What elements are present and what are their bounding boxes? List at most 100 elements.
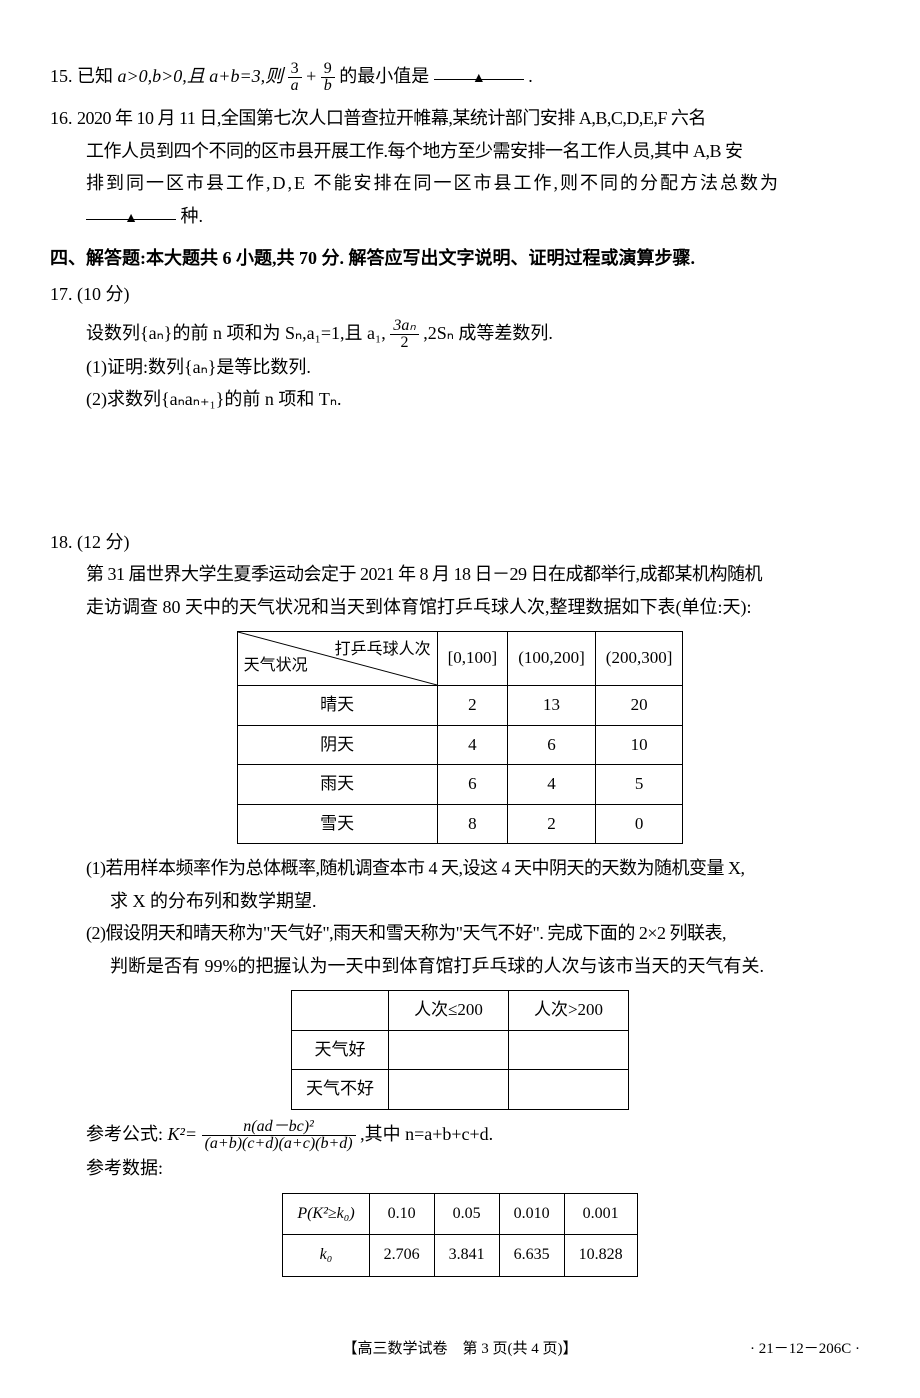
header-top: 打乒乓球人次 xyxy=(335,636,431,665)
cell: 4 xyxy=(437,725,508,765)
question-15: 15. 已知 a>0,b>0,且 a+b=3,则 3 a + 9 b 的最小值是… xyxy=(50,60,870,94)
cell: P(K²≥k₀) xyxy=(283,1193,369,1235)
cell xyxy=(389,1030,509,1070)
cell: k₀ xyxy=(283,1235,369,1277)
q18-part2-line2: 判断是否有 99%的把握认为一天中到体育馆打乒乓球的人次与该市当天的天气有关. xyxy=(50,950,870,982)
q18-table1: 打乒乓球人次 天气状况 [0,100] (100,200] (200,300] … xyxy=(237,631,684,844)
footer-right: · 21－12－206C · xyxy=(750,1336,860,1363)
cell: 0.05 xyxy=(434,1193,499,1235)
q15-frac2-den: b xyxy=(321,78,335,94)
q18-part1-line2: 求 X 的分布列和数学期望. xyxy=(50,885,870,917)
cell: 4 xyxy=(508,765,596,805)
cell: 5 xyxy=(595,765,683,805)
q15-blank: ▲ xyxy=(434,60,524,80)
question-17: 17. (10 分) 设数列{aₙ}的前 n 项和为 Sₙ,a₁=1,且 a₁,… xyxy=(50,278,870,416)
table-row: 雨天 6 4 5 xyxy=(237,765,683,805)
table-row: 人次≤200 人次>200 xyxy=(292,990,629,1030)
cell: 13 xyxy=(508,686,596,726)
table-row: P(K²≥k₀) 0.10 0.05 0.010 0.001 xyxy=(283,1193,637,1235)
q15-text-before: 已知 xyxy=(77,66,118,86)
col-header: (100,200] xyxy=(508,632,596,686)
q18-number: 18. xyxy=(50,532,73,552)
q18-ktable: P(K²≥k₀) 0.10 0.05 0.010 0.001 k₀ 2.706 … xyxy=(282,1193,637,1278)
q18-table2: 人次≤200 人次>200 天气好 天气不好 xyxy=(291,990,629,1110)
q15-frac1-den: a xyxy=(288,78,302,94)
row-label: 阴天 xyxy=(237,725,437,765)
formula-after: ,其中 n=a+b+c+d. xyxy=(360,1124,493,1144)
q17-frac-den: 2 xyxy=(390,335,418,351)
cell: 0.001 xyxy=(564,1193,637,1235)
cell xyxy=(292,990,389,1030)
q17-frac: 3aₙ 2 xyxy=(390,318,418,351)
table-row: 阴天 4 6 10 xyxy=(237,725,683,765)
formula-den: (a+b)(c+d)(a+c)(b+d) xyxy=(202,1136,356,1152)
cell: 0.010 xyxy=(499,1193,564,1235)
table-row: 雪天 8 2 0 xyxy=(237,804,683,844)
col-header: 人次≤200 xyxy=(389,990,509,1030)
cell: 6 xyxy=(437,765,508,805)
col-header: (200,300] xyxy=(595,632,683,686)
q15-frac1-num: 3 xyxy=(288,61,302,78)
triangle-icon: ▲ xyxy=(124,206,138,231)
q17-main-before: 设数列{aₙ}的前 n 项和为 Sₙ,a₁=1,且 a₁, xyxy=(86,323,386,343)
q15-frac1: 3 a xyxy=(288,61,302,94)
question-18: 18. (12 分) 第 31 届世界大学生夏季运动会定于 2021 年 8 月… xyxy=(50,526,870,1277)
q17-points: (10 分) xyxy=(77,284,130,304)
formula-frac: n(ad－bc)² (a+b)(c+d)(a+c)(b+d) xyxy=(202,1119,356,1152)
question-16: 16. 2020 年 10 月 11 日,全国第七次人口普查拉开帷幕,某统计部门… xyxy=(50,102,870,232)
row-label: 雨天 xyxy=(237,765,437,805)
formula-num: n(ad－bc)² xyxy=(202,1119,356,1136)
q17-part2: (2)求数列{aₙaₙ₊₁}的前 n 项和 Tₙ. xyxy=(50,383,870,415)
ref-data-label: 参考数据: xyxy=(50,1152,870,1184)
q17-main-after: ,2Sₙ 成等差数列. xyxy=(423,323,553,343)
q16-number: 16. xyxy=(50,108,73,128)
q15-text-after: 的最小值是 xyxy=(339,66,429,86)
cell: 20 xyxy=(595,686,683,726)
triangle-icon: ▲ xyxy=(472,66,486,91)
q16-line2: 工作人员到四个不同的区市县开展工作.每个地方至少需安排一名工作人员,其中 A,B… xyxy=(50,135,870,167)
q18-line2: 走访调查 80 天中的天气状况和当天到体育馆打乒乓球人次,整理数据如下表(单位:… xyxy=(50,591,870,623)
cell: 8 xyxy=(437,804,508,844)
row-label: 晴天 xyxy=(237,686,437,726)
cell: 10.828 xyxy=(564,1235,637,1277)
cell: 3.841 xyxy=(434,1235,499,1277)
q15-number: 15. xyxy=(50,66,73,86)
page-footer: 【高三数学试卷 第 3 页(共 4 页)】 · 21－12－206C · xyxy=(0,1336,920,1363)
q16-line1: 2020 年 10 月 11 日,全国第七次人口普查拉开帷幕,某统计部门安排 A… xyxy=(77,108,706,128)
table-row: 晴天 2 13 20 xyxy=(237,686,683,726)
header-bot: 天气状况 xyxy=(244,652,308,681)
cell xyxy=(509,1070,629,1110)
cell: 0.10 xyxy=(369,1193,434,1235)
q16-line3: 排到同一区市县工作,D,E 不能安排在同一区市县工作,则不同的分配方法总数为 xyxy=(50,167,870,199)
q16-blank: ▲ xyxy=(86,200,176,220)
q15-frac2: 9 b xyxy=(321,61,335,94)
section-4-title: 四、解答题:本大题共 6 小题,共 70 分. 解答应写出文字说明、证明过程或演… xyxy=(50,242,870,274)
cell xyxy=(389,1070,509,1110)
table-row: 打乒乓球人次 天气状况 [0,100] (100,200] (200,300] xyxy=(237,632,683,686)
q15-frac2-num: 9 xyxy=(321,61,335,78)
cell: 0 xyxy=(595,804,683,844)
q17-part1: (1)证明:数列{aₙ}是等比数列. xyxy=(50,351,870,383)
formula-label: 参考公式: xyxy=(86,1124,163,1144)
table-row: 天气好 xyxy=(292,1030,629,1070)
cell: 6.635 xyxy=(499,1235,564,1277)
row-label: 天气不好 xyxy=(292,1070,389,1110)
formula-lhs: K²= xyxy=(168,1124,198,1144)
q18-line1: 第 31 届世界大学生夏季运动会定于 2021 年 8 月 18 日－29 日在… xyxy=(50,558,870,590)
q16-unit: 种. xyxy=(181,206,204,226)
cell xyxy=(509,1030,629,1070)
diag-header-cell: 打乒乓球人次 天气状况 xyxy=(237,632,437,686)
table-row: 天气不好 xyxy=(292,1070,629,1110)
cell: 2 xyxy=(437,686,508,726)
q18-formula: 参考公式: K²= n(ad－bc)² (a+b)(c+d)(a+c)(b+d)… xyxy=(50,1118,870,1152)
col-header: [0,100] xyxy=(437,632,508,686)
col-header: 人次>200 xyxy=(509,990,629,1030)
q18-part2-line1: (2)假设阴天和晴天称为"天气好",雨天和雪天称为"天气不好". 完成下面的 2… xyxy=(50,917,870,949)
row-label: 天气好 xyxy=(292,1030,389,1070)
table-row: k₀ 2.706 3.841 6.635 10.828 xyxy=(283,1235,637,1277)
cell: 2 xyxy=(508,804,596,844)
q17-number: 17. xyxy=(50,284,73,304)
q18-points: (12 分) xyxy=(77,532,130,552)
cell: 6 xyxy=(508,725,596,765)
row-label: 雪天 xyxy=(237,804,437,844)
